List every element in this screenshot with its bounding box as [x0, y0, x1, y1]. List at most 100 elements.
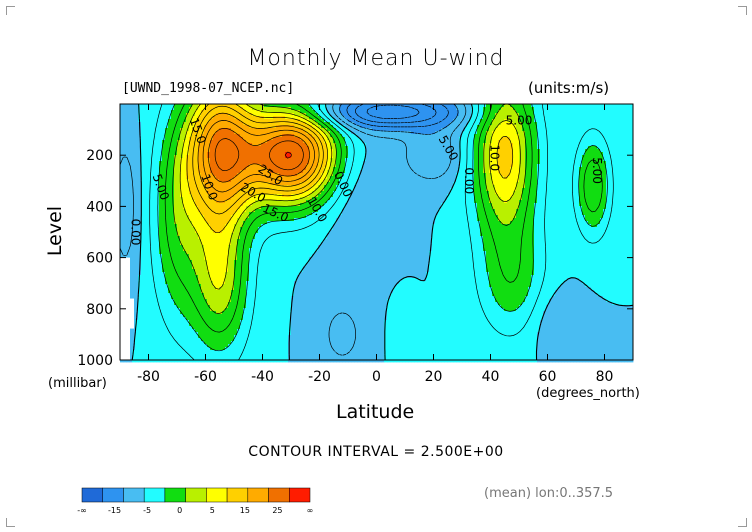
field-cell	[237, 290, 241, 294]
field-cell	[261, 305, 265, 309]
field-cell	[144, 248, 148, 252]
field-cell	[252, 206, 256, 210]
field-cell	[228, 185, 232, 189]
field-cell	[174, 107, 178, 111]
field-cell	[228, 326, 232, 330]
field-cell	[243, 203, 247, 207]
field-cell	[201, 104, 205, 108]
field-cell	[246, 224, 250, 228]
field-cell	[195, 227, 199, 231]
field-cell	[192, 110, 196, 114]
field-cell	[285, 245, 289, 249]
field-cell	[243, 257, 247, 261]
field-cell	[171, 167, 175, 171]
field-cell	[204, 170, 208, 174]
field-cell	[141, 254, 145, 258]
field-cell	[228, 149, 232, 153]
field-cell	[288, 311, 292, 315]
field-cell	[231, 311, 235, 315]
field-cell	[213, 239, 217, 243]
field-cell	[273, 251, 277, 255]
field-cell	[240, 257, 244, 261]
field-cell	[132, 272, 136, 276]
field-cell	[183, 200, 187, 204]
field-cell	[237, 233, 241, 237]
field-cell	[252, 125, 256, 129]
field-cell	[198, 254, 202, 258]
field-cell	[180, 215, 184, 219]
field-cell	[129, 110, 133, 114]
field-cell	[291, 272, 295, 276]
field-cell	[126, 239, 130, 243]
field-cell	[120, 179, 124, 183]
field-cell	[270, 341, 274, 345]
field-cell	[201, 107, 205, 111]
field-cell	[159, 104, 163, 108]
field-cell	[174, 209, 178, 213]
field-cell	[150, 110, 154, 114]
field-cell	[198, 227, 202, 231]
field-cell	[213, 173, 217, 177]
field-cell	[219, 251, 223, 255]
field-cell	[249, 182, 253, 186]
field-cell	[165, 185, 169, 189]
field-cell	[273, 299, 277, 303]
field-cell	[279, 335, 283, 339]
field-cell	[171, 233, 175, 237]
field-cell	[225, 359, 229, 363]
field-cell	[255, 176, 259, 180]
field-cell	[189, 107, 193, 111]
field-cell	[171, 356, 175, 360]
field-cell	[279, 164, 283, 168]
field-cell	[165, 116, 169, 120]
field-cell	[141, 146, 145, 150]
field-cell	[204, 185, 208, 189]
field-cell	[135, 152, 139, 156]
field-cell	[204, 140, 208, 144]
field-cell	[147, 284, 151, 288]
field-cell	[201, 332, 205, 336]
field-cell	[264, 353, 268, 357]
field-cell	[156, 152, 160, 156]
field-cell	[180, 314, 184, 318]
field-cell	[162, 329, 166, 333]
field-cell	[174, 167, 178, 171]
field-cell	[150, 356, 154, 360]
field-cell	[201, 116, 205, 120]
field-cell	[141, 227, 145, 231]
field-cell	[267, 119, 271, 123]
field-cell	[123, 242, 127, 246]
field-cell	[270, 224, 274, 228]
field-cell	[264, 173, 268, 177]
field-cell	[147, 152, 151, 156]
field-cell	[201, 329, 205, 333]
field-cell	[225, 134, 229, 138]
field-cell	[132, 341, 136, 345]
field-cell	[201, 290, 205, 294]
field-cell	[144, 233, 148, 237]
field-cell	[165, 140, 169, 144]
field-cell	[183, 170, 187, 174]
field-cell	[150, 344, 154, 348]
field-cell	[177, 254, 181, 258]
field-cell	[285, 227, 289, 231]
field-cell	[207, 200, 211, 204]
field-cell	[282, 131, 286, 135]
field-cell	[171, 326, 175, 330]
field-cell	[291, 257, 295, 261]
field-cell	[216, 155, 220, 159]
field-cell	[294, 119, 298, 123]
field-cell	[159, 314, 163, 318]
field-cell	[141, 299, 145, 303]
field-cell	[252, 353, 256, 357]
field-cell	[246, 110, 250, 114]
field-cell	[189, 302, 193, 306]
field-cell	[264, 281, 268, 285]
field-cell	[279, 116, 283, 120]
field-cell	[264, 215, 268, 219]
field-cell	[192, 293, 196, 297]
field-cell	[183, 347, 187, 351]
field-cell	[279, 107, 283, 111]
field-cell	[213, 215, 217, 219]
field-cell	[246, 323, 250, 327]
